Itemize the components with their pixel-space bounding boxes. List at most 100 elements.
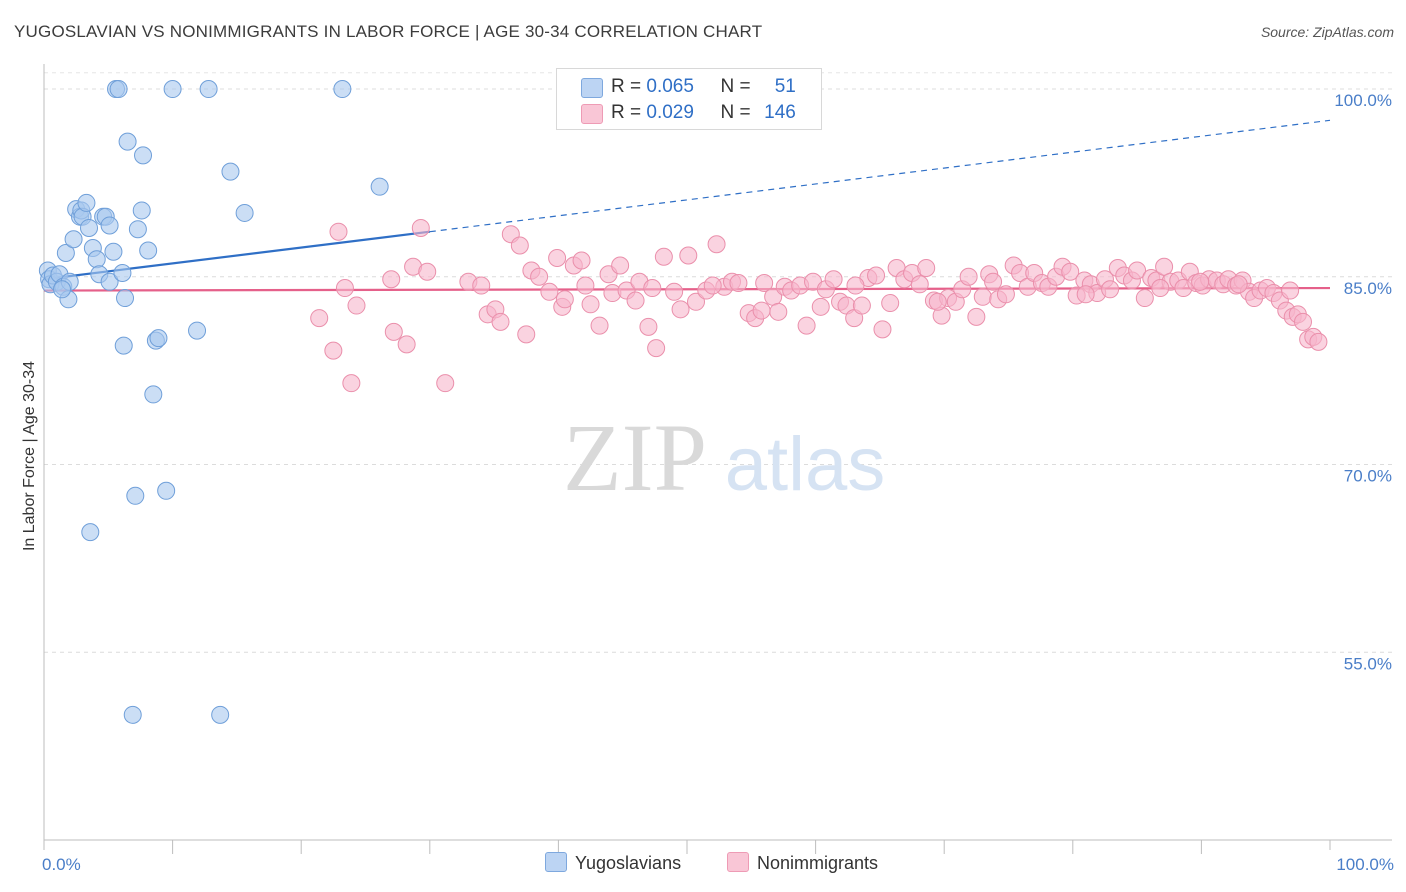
nonimmigrant-point-42 xyxy=(687,292,706,311)
nonimmigrant-point-1 xyxy=(324,341,343,360)
yugoslavian-point-37 xyxy=(144,385,163,404)
yugoslavian-point-43 xyxy=(199,80,218,99)
yugoslavian-point-48 xyxy=(370,177,389,196)
nonimmigrant-point-27 xyxy=(572,251,591,270)
yugoslavian-point-46 xyxy=(235,203,254,222)
yugoslavian-point-31 xyxy=(123,705,142,724)
nonimmigrant-point-72 xyxy=(910,275,929,294)
nonimmigrant-point-80 xyxy=(967,307,986,326)
yugoslavian-point-18 xyxy=(87,250,106,269)
nonimmigrant-point-139 xyxy=(1151,279,1170,298)
nonimmigrant-point-29 xyxy=(590,316,609,335)
nonimmigrant-point-144 xyxy=(643,279,662,298)
nonimmigrant-point-84 xyxy=(996,285,1015,304)
yugoslavian-point-40 xyxy=(157,481,176,500)
yugoslavian-point-35 xyxy=(134,146,153,165)
nonimmigrant-point-38 xyxy=(654,247,673,266)
nonimmigrant-point-10 xyxy=(411,218,430,237)
bottom-legend-label-yugoslavians: Yugoslavians xyxy=(575,853,682,873)
yugoslavian-point-34 xyxy=(132,201,151,220)
yugoslavian-point-16 xyxy=(80,218,99,237)
nonimmigrant-point-56 xyxy=(797,316,816,335)
x-tick-label-1: 100.0% xyxy=(1336,855,1394,874)
chart-title: YUGOSLAVIAN VS NONIMMIGRANTS IN LABOR FO… xyxy=(14,22,763,41)
nonimmigrant-point-99 xyxy=(1101,280,1120,299)
watermark-zip: ZIP xyxy=(563,404,707,511)
bottom-legend-swatch-nonimmigrants xyxy=(727,852,749,872)
yugoslavian-point-49 xyxy=(53,280,72,299)
legend-r-value: 0.065 xyxy=(646,76,694,97)
nonimmigrant-point-3 xyxy=(335,279,354,298)
nonimmigrant-point-40 xyxy=(671,300,690,319)
yugoslavian-point-39 xyxy=(149,329,168,348)
nonimmigrant-point-137 xyxy=(984,272,1003,291)
x-tick-label-0: 0.0% xyxy=(42,855,81,874)
nonimmigrant-point-64 xyxy=(852,296,871,315)
nonimmigrant-point-129 xyxy=(1293,312,1312,331)
nonimmigrant-point-133 xyxy=(581,295,600,314)
nonimmigrant-point-19 xyxy=(517,325,536,344)
legend-n-label: N = xyxy=(720,102,756,123)
nonimmigrant-point-0 xyxy=(310,309,329,328)
nonimmigrant-point-67 xyxy=(873,320,892,339)
grid-lines xyxy=(44,72,1392,653)
nonimmigrant-point-50 xyxy=(755,274,774,293)
nonimmigrant-point-136 xyxy=(928,292,947,311)
nonimmigrant-point-66 xyxy=(867,266,886,285)
y-tick-label-1: 85.0% xyxy=(1344,279,1392,298)
yugoslavian-point-42 xyxy=(188,321,207,340)
y-tick-label-2: 70.0% xyxy=(1344,467,1392,486)
nonimmigrant-point-2 xyxy=(329,222,348,241)
nonimmigrant-point-141 xyxy=(1229,275,1248,294)
yugoslavian-point-27 xyxy=(113,264,132,283)
watermark-atlas: atlas xyxy=(725,422,886,507)
nonimmigrant-point-145 xyxy=(418,262,437,281)
nonimmigrant-point-143 xyxy=(752,301,771,320)
y-axis-title: In Labor Force | Age 30-34 xyxy=(21,361,38,551)
nonimmigrant-point-7 xyxy=(382,270,401,289)
nonimmigrant-point-18 xyxy=(510,236,529,255)
yugoslavian-point-7 xyxy=(56,243,75,262)
nonimmigrant-point-25 xyxy=(555,290,574,309)
bottom-legend-yugoslavians: Yugoslavians xyxy=(545,852,681,874)
legend-r-label: R = xyxy=(611,76,647,97)
trend-line-dashed-0 xyxy=(429,119,1331,233)
nonimmigrant-point-58 xyxy=(811,297,830,316)
nonimmigrant-point-37 xyxy=(647,339,666,358)
legend-swatch-nonimmigrants xyxy=(581,104,603,124)
nonimmigrant-point-103 xyxy=(1128,261,1147,280)
nonimmigrant-point-79 xyxy=(959,267,978,286)
yugoslavian-point-44 xyxy=(211,705,230,724)
legend-r-label: R = xyxy=(611,102,647,123)
yugoslavian-point-24 xyxy=(104,242,123,261)
nonimmigrant-point-104 xyxy=(1135,289,1154,308)
nonimmigrant-point-8 xyxy=(397,335,416,354)
nonimmigrant-point-39 xyxy=(665,282,684,301)
yugoslavian-point-36 xyxy=(139,241,158,260)
nonimmigrant-point-36 xyxy=(639,317,658,336)
y-tick-label-3: 55.0% xyxy=(1344,654,1392,673)
nonimmigrant-point-11 xyxy=(436,374,455,393)
yugoslavian-point-50 xyxy=(81,523,100,542)
legend-n-label: N = xyxy=(720,76,756,97)
yugoslavian-point-15 xyxy=(77,193,96,212)
nonimmigrant-point-135 xyxy=(846,276,865,295)
legend-r-value: 0.029 xyxy=(646,102,694,123)
nonimmigrant-point-4 xyxy=(342,374,361,393)
source-label: Source: ZipAtlas.com xyxy=(1260,24,1394,40)
nonimmigrant-point-60 xyxy=(824,270,843,289)
nonimmigrant-point-47 xyxy=(729,274,748,293)
yugoslavian-point-22 xyxy=(100,216,119,235)
nonimmigrant-point-132 xyxy=(1309,332,1328,351)
nonimmigrant-point-23 xyxy=(548,249,567,267)
nonimmigrant-point-52 xyxy=(769,302,788,321)
yugoslavian-point-28 xyxy=(114,336,133,355)
nonimmigrant-point-6 xyxy=(384,322,403,341)
yugoslavian-point-30 xyxy=(118,132,137,151)
nonimmigrant-point-5 xyxy=(347,296,366,315)
nonimmigrant-point-134 xyxy=(703,276,722,295)
nonimmigrant-point-73 xyxy=(917,259,936,278)
watermark: ZIP atlas xyxy=(563,404,885,511)
yugoslavian-point-29 xyxy=(116,289,135,308)
